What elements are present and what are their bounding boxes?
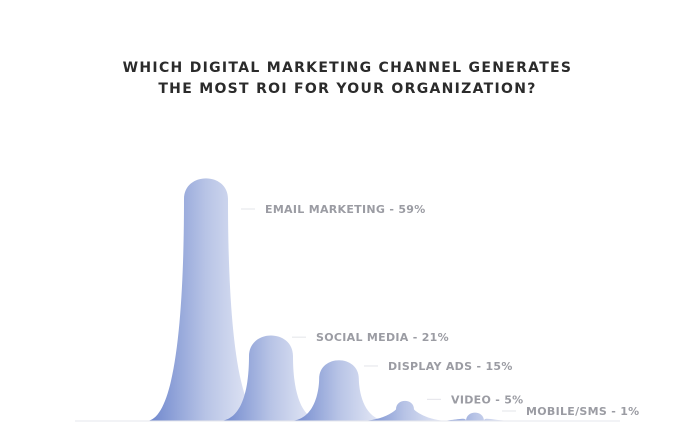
- peak-display-ads: [289, 360, 389, 421]
- peak-social-media: [218, 335, 324, 421]
- chart-title-line-1: WHICH DIGITAL MARKETING CHANNEL GENERATE…: [122, 60, 573, 76]
- peak-video: [359, 400, 451, 421]
- chart-title: WHICH DIGITAL MARKETING CHANNEL GENERATE…: [0, 58, 695, 100]
- data-label: DISPLAY ADS - 15%: [388, 360, 513, 373]
- peak-mobile-sms: [435, 412, 515, 421]
- data-label: MOBILE/SMS - 1%: [526, 405, 640, 418]
- data-label: VIDEO - 5%: [451, 393, 524, 406]
- peak-email-marketing: [146, 178, 266, 421]
- data-label: SOCIAL MEDIA - 21%: [316, 331, 449, 344]
- data-label: EMAIL MARKETING - 59%: [265, 203, 426, 216]
- chart-title-line-2: THE MOST ROI FOR YOUR ORGANIZATION?: [158, 81, 537, 97]
